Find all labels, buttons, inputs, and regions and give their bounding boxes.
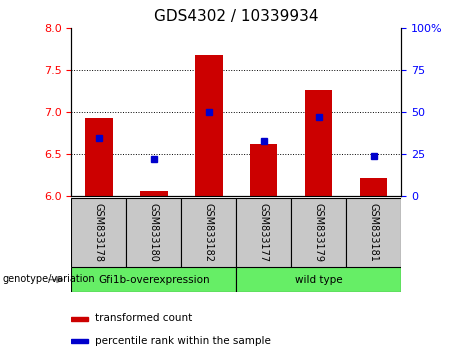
Title: GDS4302 / 10339934: GDS4302 / 10339934 bbox=[154, 9, 319, 24]
Text: transformed count: transformed count bbox=[95, 314, 192, 324]
Bar bbox=[71, 198, 126, 267]
Text: Gfi1b-overexpression: Gfi1b-overexpression bbox=[98, 275, 210, 285]
Bar bbox=[346, 198, 401, 267]
Bar bbox=[85, 118, 112, 196]
Bar bbox=[291, 198, 346, 267]
Bar bbox=[140, 190, 168, 196]
Bar bbox=[236, 198, 291, 267]
Bar bbox=[195, 55, 223, 196]
Text: percentile rank within the sample: percentile rank within the sample bbox=[95, 336, 271, 346]
Text: genotype/variation: genotype/variation bbox=[2, 274, 95, 284]
Text: GSM833180: GSM833180 bbox=[149, 203, 159, 262]
Text: GSM833178: GSM833178 bbox=[94, 203, 104, 262]
Text: GSM833179: GSM833179 bbox=[313, 203, 324, 262]
Bar bbox=[71, 339, 88, 343]
Bar bbox=[181, 198, 236, 267]
Text: GSM833181: GSM833181 bbox=[369, 203, 378, 262]
Bar bbox=[305, 90, 332, 196]
Text: GSM833182: GSM833182 bbox=[204, 203, 214, 262]
Bar bbox=[126, 198, 181, 267]
Bar bbox=[71, 267, 236, 292]
Bar bbox=[360, 178, 387, 196]
Bar bbox=[71, 317, 88, 321]
Text: wild type: wild type bbox=[295, 275, 343, 285]
Bar bbox=[250, 144, 278, 196]
Bar bbox=[236, 267, 401, 292]
Text: GSM833177: GSM833177 bbox=[259, 203, 269, 262]
